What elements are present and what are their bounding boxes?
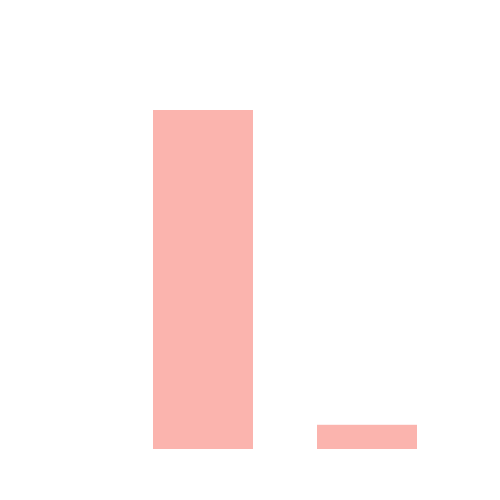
bar (153, 110, 253, 449)
bar (317, 424, 417, 449)
